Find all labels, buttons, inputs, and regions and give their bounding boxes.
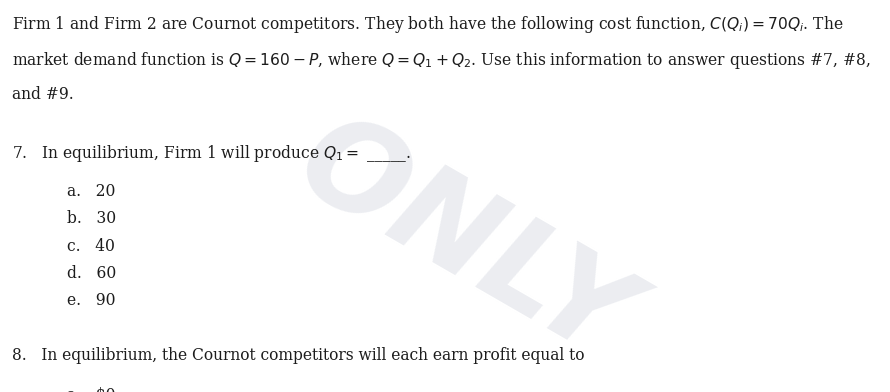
Text: market demand function is $Q = 160 - P$, where $Q = Q_1 + Q_2$. Use this informa: market demand function is $Q = 160 - P$,… [12,50,870,71]
Text: a.   20: a. 20 [67,183,115,200]
Text: Firm 1 and Firm 2 are Cournot competitors. They both have the following cost fun: Firm 1 and Firm 2 are Cournot competitor… [12,14,843,35]
Text: 8.   In equilibrium, the Cournot competitors will each earn profit equal to: 8. In equilibrium, the Cournot competito… [12,347,584,364]
Text: d.   60: d. 60 [67,265,116,282]
Text: and #9.: and #9. [12,86,73,103]
Text: c.   40: c. 40 [67,238,115,254]
Text: b.   30: b. 30 [67,210,116,227]
Text: ONLY: ONLY [276,100,650,386]
Text: 7.   In equilibrium, Firm 1 will produce $Q_1 =$ _____.: 7. In equilibrium, Firm 1 will produce $… [12,143,410,165]
Text: a.   $0: a. $0 [67,387,115,392]
Text: e.   90: e. 90 [67,292,115,309]
